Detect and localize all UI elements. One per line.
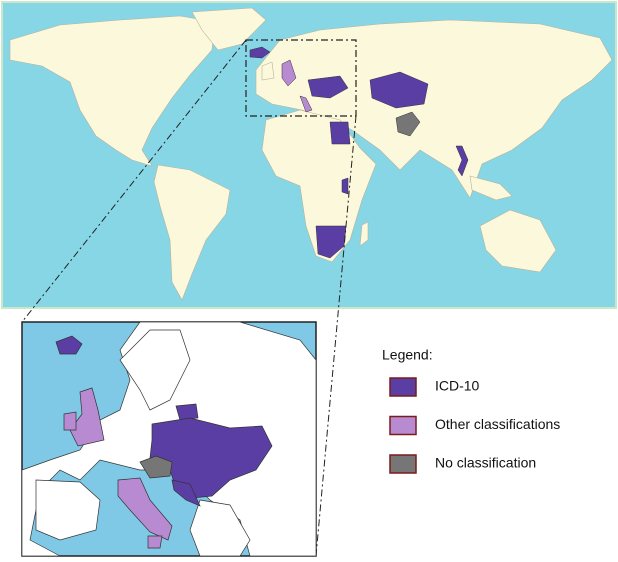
country-region — [341, 177, 349, 195]
zoom-line — [315, 115, 357, 557]
legend-label: No classification — [435, 455, 536, 471]
legend-label: ICD-10 — [435, 378, 480, 394]
country-region — [299, 95, 313, 113]
country-region — [395, 111, 421, 137]
legend-label: Other classifications — [435, 416, 560, 432]
country-region — [69, 387, 105, 447]
country-region — [329, 121, 351, 145]
country-region — [55, 335, 83, 355]
legend-items: ICD-10 Other classifications No classifica… — [389, 377, 560, 474]
europe-classified-regions — [55, 335, 273, 549]
country-region — [315, 225, 347, 259]
country-region — [307, 75, 349, 99]
legend-swatch — [389, 454, 417, 474]
legend: Legend: ICD-10 Other classifications No cl… — [382, 347, 560, 474]
country-region — [117, 477, 173, 541]
country-region — [63, 411, 77, 431]
country-region — [281, 59, 297, 87]
country-region — [147, 535, 163, 549]
country-region — [369, 71, 429, 109]
legend-title: Legend: — [382, 347, 433, 363]
country-region — [455, 145, 469, 177]
country-region — [171, 479, 201, 507]
legend-swatch — [389, 415, 417, 436]
zoom-box — [245, 39, 357, 117]
zoom-line — [21, 39, 247, 323]
world-land — [9, 7, 613, 301]
country-region — [139, 455, 173, 479]
world-classified-regions — [249, 46, 469, 259]
country-region — [249, 46, 271, 59]
country-region — [175, 403, 199, 421]
legend-swatch — [389, 377, 417, 397]
